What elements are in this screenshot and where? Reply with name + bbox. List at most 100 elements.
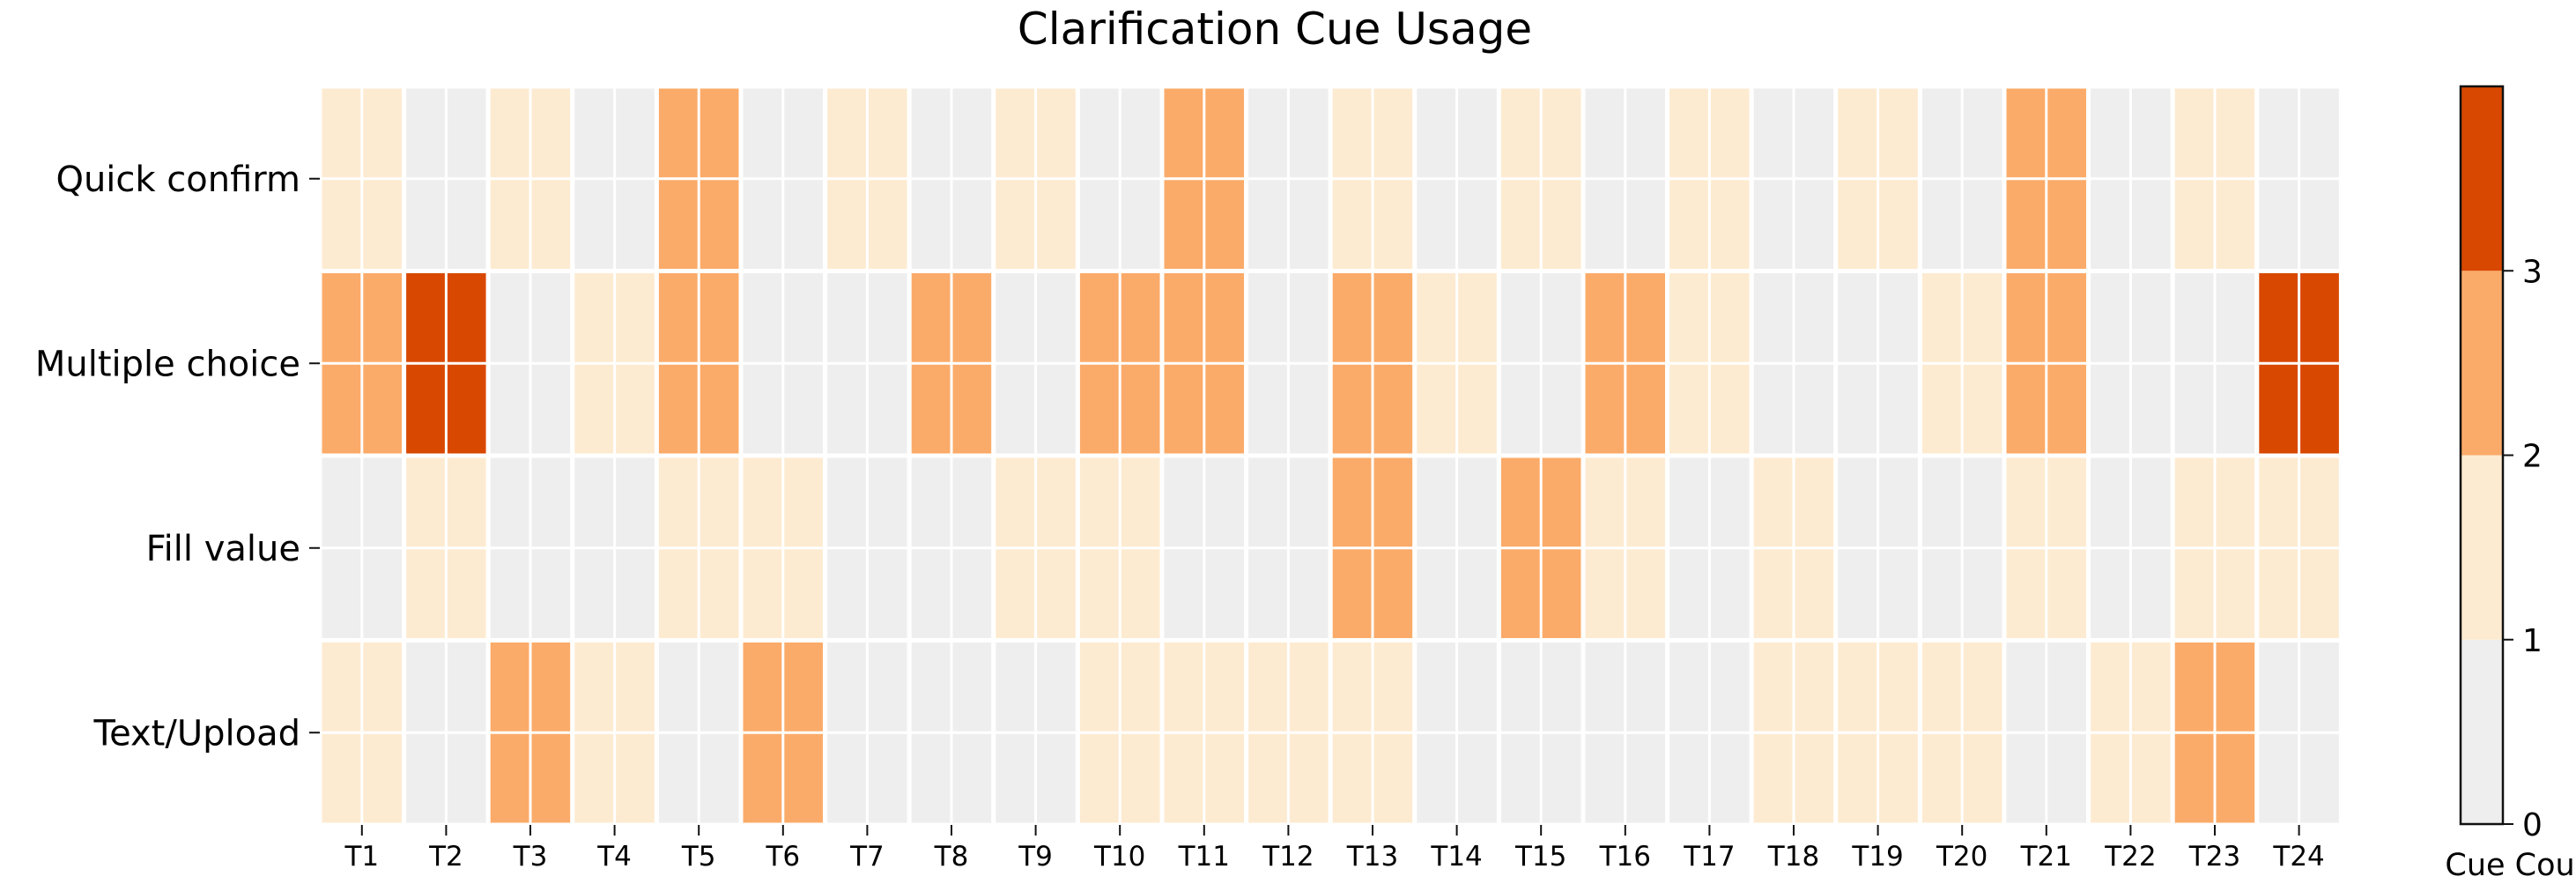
x-tick-label: T24 — [2272, 841, 2324, 873]
colorbar-segment — [2461, 271, 2503, 456]
y-tick-label: Fill value — [146, 529, 300, 569]
heatmap-cell — [1328, 638, 1418, 828]
heatmap-cell — [1749, 269, 1839, 458]
heatmap-cell — [738, 638, 828, 828]
heatmap-cell — [1075, 84, 1165, 273]
heatmap-cell — [317, 269, 407, 458]
heatmap-cell — [1665, 638, 1754, 828]
heatmap-cell — [1665, 453, 1754, 643]
x-tick-label: T8 — [934, 841, 969, 873]
heatmap-cell — [485, 84, 575, 273]
heatmap-cell — [2170, 84, 2260, 273]
heatmap-cell — [907, 84, 996, 273]
heatmap-cell — [738, 269, 828, 458]
heatmap-cell — [317, 638, 407, 828]
x-tick-label: T11 — [1178, 841, 1230, 873]
heatmap-cell — [907, 453, 996, 643]
heatmap-cell — [570, 638, 659, 828]
heatmap-cell — [1580, 453, 1670, 643]
heatmap-cell — [317, 453, 407, 643]
heatmap-cell — [570, 269, 659, 458]
heatmap-cell — [2170, 638, 2260, 828]
chart-title: Clarification Cue Usage — [1018, 4, 1532, 55]
colorbar-segment — [2461, 455, 2503, 640]
colorbar-tick-label: 0 — [2522, 807, 2543, 843]
heatmap-cell — [1917, 453, 2007, 643]
colorbar: 0 1 2 3 — [2459, 85, 2543, 843]
heatmap-cell — [1328, 84, 1418, 273]
heatmap-cell — [1412, 269, 1501, 458]
heatmap-cell — [991, 84, 1080, 273]
heatmap-cell — [907, 269, 996, 458]
heatmap-cells — [317, 84, 2343, 828]
heatmap-cell — [485, 638, 575, 828]
heatmap-cell — [823, 638, 912, 828]
heatmap-cell — [2002, 84, 2091, 273]
heatmap-cell — [654, 269, 744, 458]
heatmap-cell — [2002, 638, 2091, 828]
colorbar-label: Cue Count — [2445, 848, 2576, 883]
heatmap-cell — [1833, 453, 1922, 643]
heatmap-cell — [991, 269, 1080, 458]
heatmap-cell — [1917, 269, 2007, 458]
heatmap-cell — [1496, 453, 1586, 643]
heatmap-cell — [1244, 84, 1333, 273]
x-tick-label: T10 — [1093, 841, 1145, 873]
heatmap-cell — [1244, 453, 1333, 643]
heatmap-cell — [1580, 84, 1670, 273]
x-tick-label: T17 — [1683, 841, 1735, 873]
heatmap-cell — [2254, 638, 2343, 828]
x-tick-label: T18 — [1767, 841, 1819, 873]
heatmap-cell — [823, 453, 912, 643]
heatmap-cell — [1496, 638, 1586, 828]
heatmap-cell — [2086, 638, 2175, 828]
colorbar-segment — [2461, 639, 2503, 824]
heatmap-cell — [1159, 453, 1249, 643]
heatmap-cell — [1580, 269, 1670, 458]
heatmap-cell — [1075, 638, 1165, 828]
x-tick-label: T23 — [2188, 841, 2240, 873]
heatmap-cell — [991, 638, 1080, 828]
x-tick-label: T13 — [1346, 841, 1398, 873]
heatmap-cell — [1159, 84, 1249, 273]
y-tick-label: Quick confirm — [56, 160, 300, 200]
colorbar-segment — [2461, 86, 2503, 271]
heatmap-cell — [2002, 269, 2091, 458]
heatmap-cell — [823, 269, 912, 458]
x-tick-label: T16 — [1599, 841, 1651, 873]
heatmap-cell — [317, 84, 407, 273]
heatmap-cell — [1833, 269, 1922, 458]
x-tick-label: T4 — [596, 841, 632, 873]
heatmap-cell — [1749, 453, 1839, 643]
heatmap-cell — [654, 84, 744, 273]
heatmap-cell — [1328, 269, 1418, 458]
heatmap-cell — [823, 84, 912, 273]
heatmap-cell — [1075, 453, 1165, 643]
heatmap-cell — [2086, 453, 2175, 643]
heatmap-cell — [402, 84, 491, 273]
heatmap-cell — [1412, 638, 1501, 828]
x-tick-label: T7 — [849, 841, 885, 873]
x-tick-label: T9 — [1018, 841, 1053, 873]
x-tick-label: T14 — [1430, 841, 1482, 873]
heatmap-cell — [485, 453, 575, 643]
heatmap-cell — [2086, 269, 2175, 458]
x-tick-label: T19 — [1851, 841, 1903, 873]
y-tick-label: Text/Upload — [93, 713, 300, 754]
heatmap-cell — [402, 269, 491, 458]
x-tick-label: T12 — [1262, 841, 1314, 873]
y-axis: Quick confirm Multiple choice Fill value Te… — [35, 160, 320, 754]
heatmap-cell — [1833, 638, 1922, 828]
heatmap-cell — [738, 84, 828, 273]
y-tick-label: Multiple choice — [35, 344, 300, 384]
heatmap-cell — [2254, 269, 2343, 458]
x-axis: T1 T2 T3 T4 T5 T6 T7 T8 T9 T10 T11 T12 T13 T14 T15 T16 T… — [344, 825, 2325, 873]
heatmap-cell — [2254, 84, 2343, 273]
heatmap-cell — [1244, 638, 1333, 828]
x-tick-label: T1 — [344, 841, 379, 873]
heatmap-cell — [2254, 453, 2343, 643]
heatmap-cell — [1749, 84, 1839, 273]
heatmap-cell — [2002, 453, 2091, 643]
x-tick-label: T20 — [1936, 841, 1988, 873]
